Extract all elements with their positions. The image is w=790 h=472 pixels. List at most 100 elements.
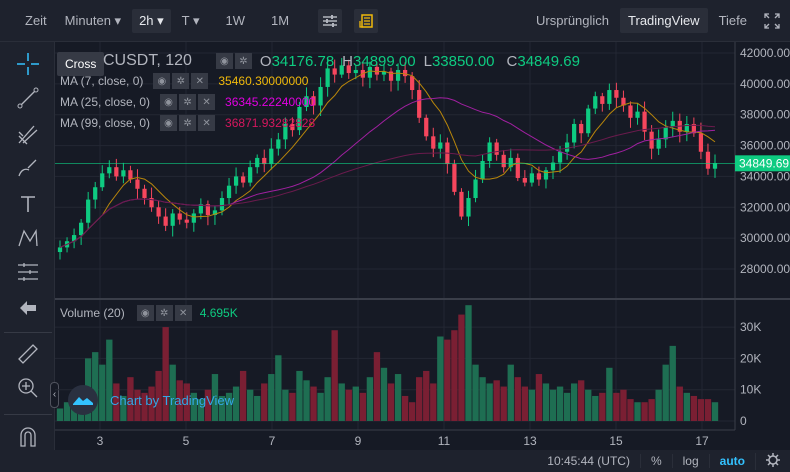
low-value: 33850.00 [431, 52, 495, 70]
close-icon[interactable]: ✕ [198, 94, 216, 110]
candle-body [255, 157, 260, 168]
candle-body [480, 161, 485, 180]
ruler-tool[interactable] [14, 340, 42, 368]
template-button[interactable] [354, 8, 379, 33]
gear-icon[interactable]: ✲ [179, 115, 197, 131]
candle-body [410, 76, 415, 91]
close-label: C [506, 52, 518, 70]
measure-lines-icon [18, 263, 38, 281]
eye-icon[interactable]: ◉ [153, 73, 171, 89]
candle-body [290, 123, 295, 131]
symbol-label: CUSDT, 120 [103, 52, 192, 69]
candle-body [163, 216, 168, 226]
price-tick-label: 40000.00 [740, 77, 790, 91]
percent-toggle[interactable]: % [639, 454, 672, 468]
eye-icon[interactable]: ◉ [160, 115, 178, 131]
volume-bar [162, 327, 169, 421]
volume-bar [134, 389, 141, 421]
view-tradingview[interactable]: TradingView [620, 8, 708, 33]
view-original[interactable]: Ursprünglich [536, 13, 610, 28]
candle-body [586, 108, 591, 134]
candle-body [311, 96, 316, 106]
eye-icon[interactable]: ◉ [160, 94, 178, 110]
interval-label: 2h [139, 12, 154, 28]
price-tick-label: 30000.00 [740, 231, 790, 245]
volume-bar [331, 330, 338, 421]
brush-tool[interactable] [14, 154, 42, 182]
volume-bar [662, 364, 669, 421]
eye-icon[interactable]: ◉ [215, 53, 233, 69]
candle-body [564, 142, 570, 152]
utc-clock: 10:45:44 (UTC) [547, 454, 630, 468]
volume-bar [380, 367, 388, 421]
candle-body [417, 90, 422, 118]
gear-icon[interactable]: ✲ [172, 73, 190, 89]
month-button[interactable]: 1M [271, 13, 290, 28]
magnet-tool[interactable] [14, 422, 42, 450]
volume-bar [296, 370, 303, 421]
fib-tool[interactable] [14, 120, 42, 148]
tradingview-logo-icon [68, 385, 98, 415]
volume-bar [479, 377, 486, 421]
volume-bar [169, 364, 176, 421]
line-tool[interactable] [14, 84, 42, 112]
candle-body [515, 157, 520, 178]
volume-bar [63, 402, 71, 421]
log-toggle[interactable]: log [671, 454, 709, 468]
day-dropdown[interactable]: T ▾ [181, 12, 200, 28]
candle-body [262, 157, 267, 165]
gear-icon[interactable]: ✲ [155, 305, 173, 321]
pattern-tool[interactable] [14, 224, 42, 252]
candle-body [198, 204, 203, 214]
brush-icon [18, 159, 37, 177]
cross-tool[interactable] [14, 50, 42, 78]
close-icon[interactable]: ✕ [191, 73, 209, 89]
volume-bar [592, 395, 599, 421]
candle-body [438, 142, 443, 149]
candle-body [402, 69, 408, 77]
close-icon[interactable]: ✕ [198, 115, 216, 131]
volume-bar [190, 392, 197, 421]
text-icon [21, 196, 35, 212]
time-label[interactable]: Zeit [25, 13, 47, 28]
view-depth[interactable]: Tiefe [718, 13, 747, 28]
volume-bar [704, 399, 712, 421]
gear-icon[interactable]: ✲ [179, 94, 197, 110]
prediction-tool[interactable] [14, 258, 42, 286]
fullscreen-icon[interactable] [764, 12, 780, 29]
price-chart[interactable]: 42000.00 40000.00 38000.00 36000.00 34000.00… [0, 0, 790, 450]
magnet-icon [20, 427, 36, 447]
candle-body [670, 120, 675, 128]
day-label: T [181, 12, 190, 28]
close-icon[interactable]: ✕ [174, 305, 192, 321]
volume-bar [338, 383, 345, 421]
drawing-toolbar [0, 42, 55, 450]
zoom-tool[interactable] [14, 374, 42, 402]
indicators-button[interactable] [318, 8, 343, 33]
minutes-dropdown[interactable]: Minuten ▾ [64, 12, 122, 28]
volume-bar [416, 377, 423, 421]
volume-bar [556, 386, 564, 421]
volume-bar [204, 389, 212, 421]
volume-bar [106, 339, 113, 421]
text-tool[interactable] [14, 190, 42, 218]
back-tool[interactable] [14, 294, 42, 322]
auto-toggle[interactable]: auto [708, 454, 755, 468]
settings-button[interactable] [755, 452, 790, 470]
candle-body [156, 207, 161, 217]
candle-body [269, 148, 274, 165]
interval-dropdown[interactable]: 2h ▾ [132, 8, 171, 33]
eye-icon[interactable]: ◉ [136, 305, 154, 321]
candle-body [283, 123, 288, 140]
price-tick-label: 34000.00 [740, 169, 790, 183]
candle-body [128, 170, 133, 180]
tradingview-watermark[interactable]: Chart by TradingView [68, 385, 234, 415]
week-button[interactable]: 1W [225, 13, 246, 28]
candle-body [388, 71, 394, 81]
gear-icon[interactable]: ✲ [234, 53, 252, 69]
candle-body [191, 213, 196, 223]
hide-toolbar-handle[interactable]: ‹ [50, 382, 59, 408]
candle-body [149, 198, 154, 208]
candle-body [71, 235, 77, 242]
close-value: 34849.69 [517, 52, 580, 70]
